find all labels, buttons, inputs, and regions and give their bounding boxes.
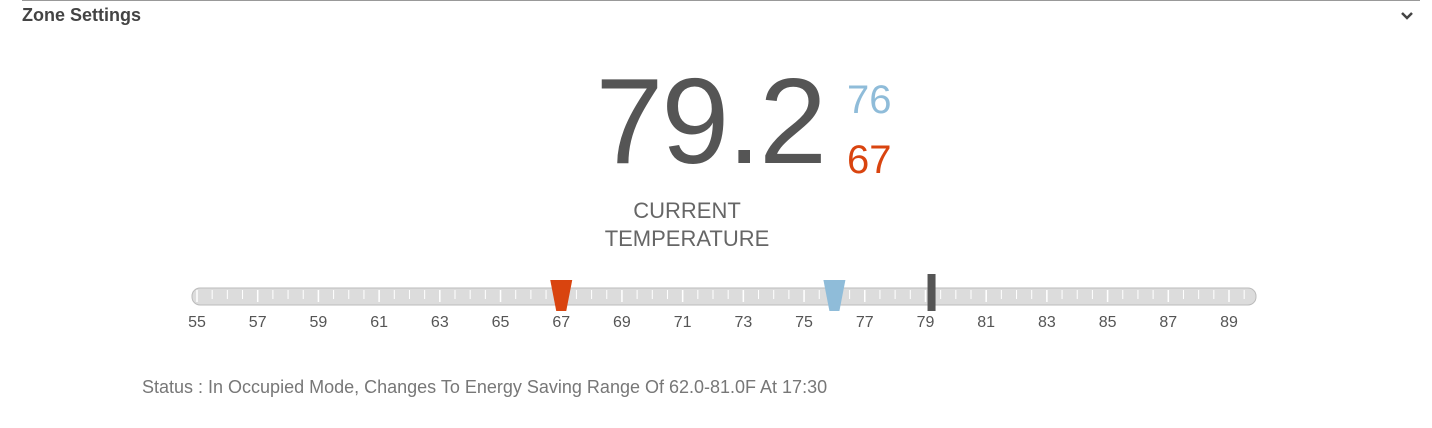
section-title[interactable]: Zone Settings xyxy=(22,5,142,25)
tick-label: 67 xyxy=(552,314,570,331)
current-temperature-label: CURRENT TEMPERATURE xyxy=(604,198,770,251)
tick-label: 55 xyxy=(188,314,206,331)
tick-label: 69 xyxy=(613,314,631,331)
status-text: Status : In Occupied Mode, Changes To En… xyxy=(142,377,828,397)
tick-label: 85 xyxy=(1099,314,1117,331)
tick-label: 77 xyxy=(856,314,874,331)
tick-label: 83 xyxy=(1038,314,1056,331)
tick-label: 87 xyxy=(1159,314,1177,331)
tick-label: 73 xyxy=(734,314,752,331)
current-marker xyxy=(927,274,936,311)
cooling-setpoint: 76 xyxy=(847,78,892,122)
collapse-chevron[interactable] xyxy=(1401,12,1413,20)
tick-label: 75 xyxy=(795,314,813,331)
tick-label: 81 xyxy=(977,314,995,331)
tick-label: 79 xyxy=(917,314,935,331)
current-temperature: 79.2 xyxy=(595,53,827,189)
tick-label: 61 xyxy=(370,314,388,331)
tick-label: 59 xyxy=(310,314,328,331)
scale-track xyxy=(191,287,1257,306)
tick-label: 71 xyxy=(674,314,692,331)
cooling-marker xyxy=(823,280,846,311)
heating-setpoint: 67 xyxy=(847,138,892,182)
tick-label: 89 xyxy=(1220,314,1238,331)
tick-label: 65 xyxy=(492,314,510,331)
tick-label: 57 xyxy=(249,314,267,331)
heating-marker xyxy=(550,280,573,311)
tick-label: 63 xyxy=(431,314,449,331)
